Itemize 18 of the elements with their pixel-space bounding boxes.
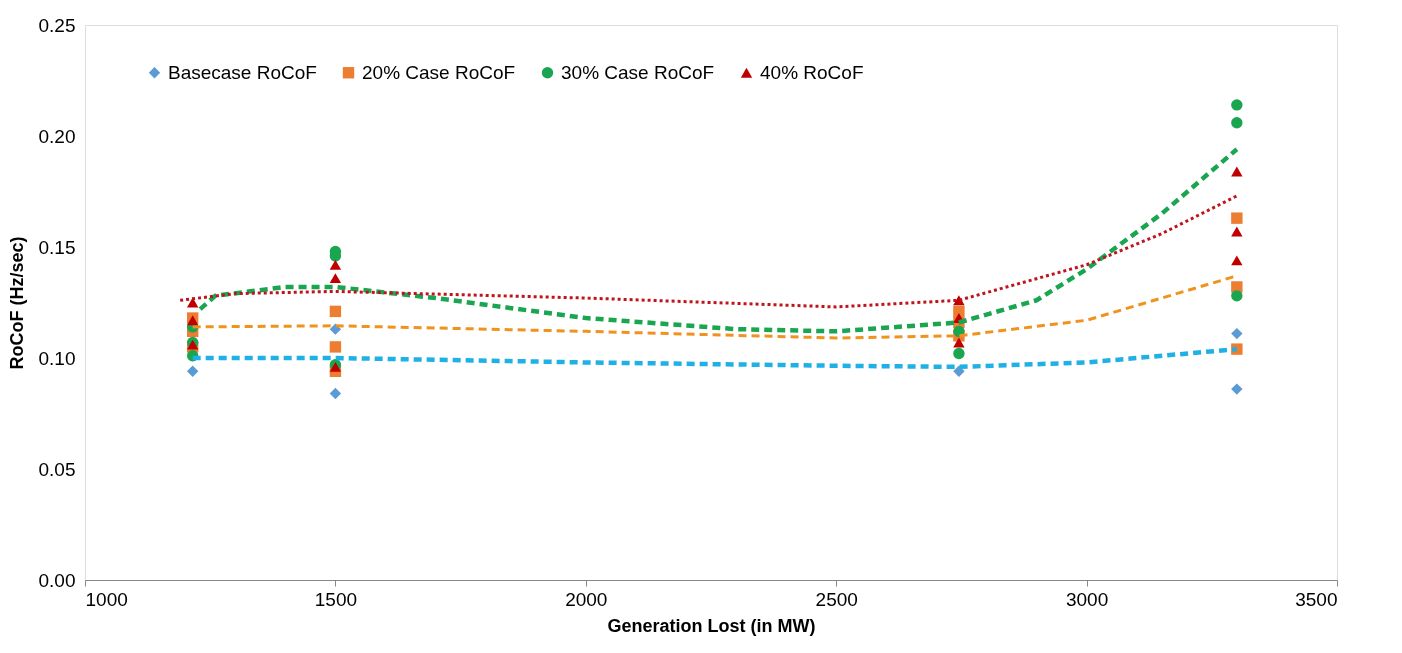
legend-label: 40% RoCoF [760, 61, 864, 83]
y-tick-label: 0.00 [38, 569, 76, 591]
legend-label: 30% Case RoCoF [561, 61, 715, 83]
y-tick-label: 0.25 [38, 14, 76, 36]
y-axis-title: RoCoF (Hz/sec) [6, 236, 27, 370]
y-tick-label: 0.20 [38, 125, 76, 147]
y-tick-label: 0.15 [38, 236, 76, 258]
y-tick-label: 0.05 [38, 458, 76, 480]
x-axis-title: Generation Lost (in MW) [607, 615, 816, 636]
legend-label: Basecase RoCoF [168, 61, 317, 83]
x-tick-label: 3500 [1295, 588, 1338, 610]
x-tick-label: 2500 [815, 588, 858, 610]
legend-label: 20% Case RoCoF [362, 61, 516, 83]
x-tick-label: 1000 [85, 588, 128, 610]
x-tick-label: 1500 [314, 588, 358, 610]
y-tick-label: 0.10 [38, 347, 76, 369]
x-tick-label: 3000 [1065, 588, 1109, 610]
x-tick-label: 2000 [565, 588, 608, 610]
